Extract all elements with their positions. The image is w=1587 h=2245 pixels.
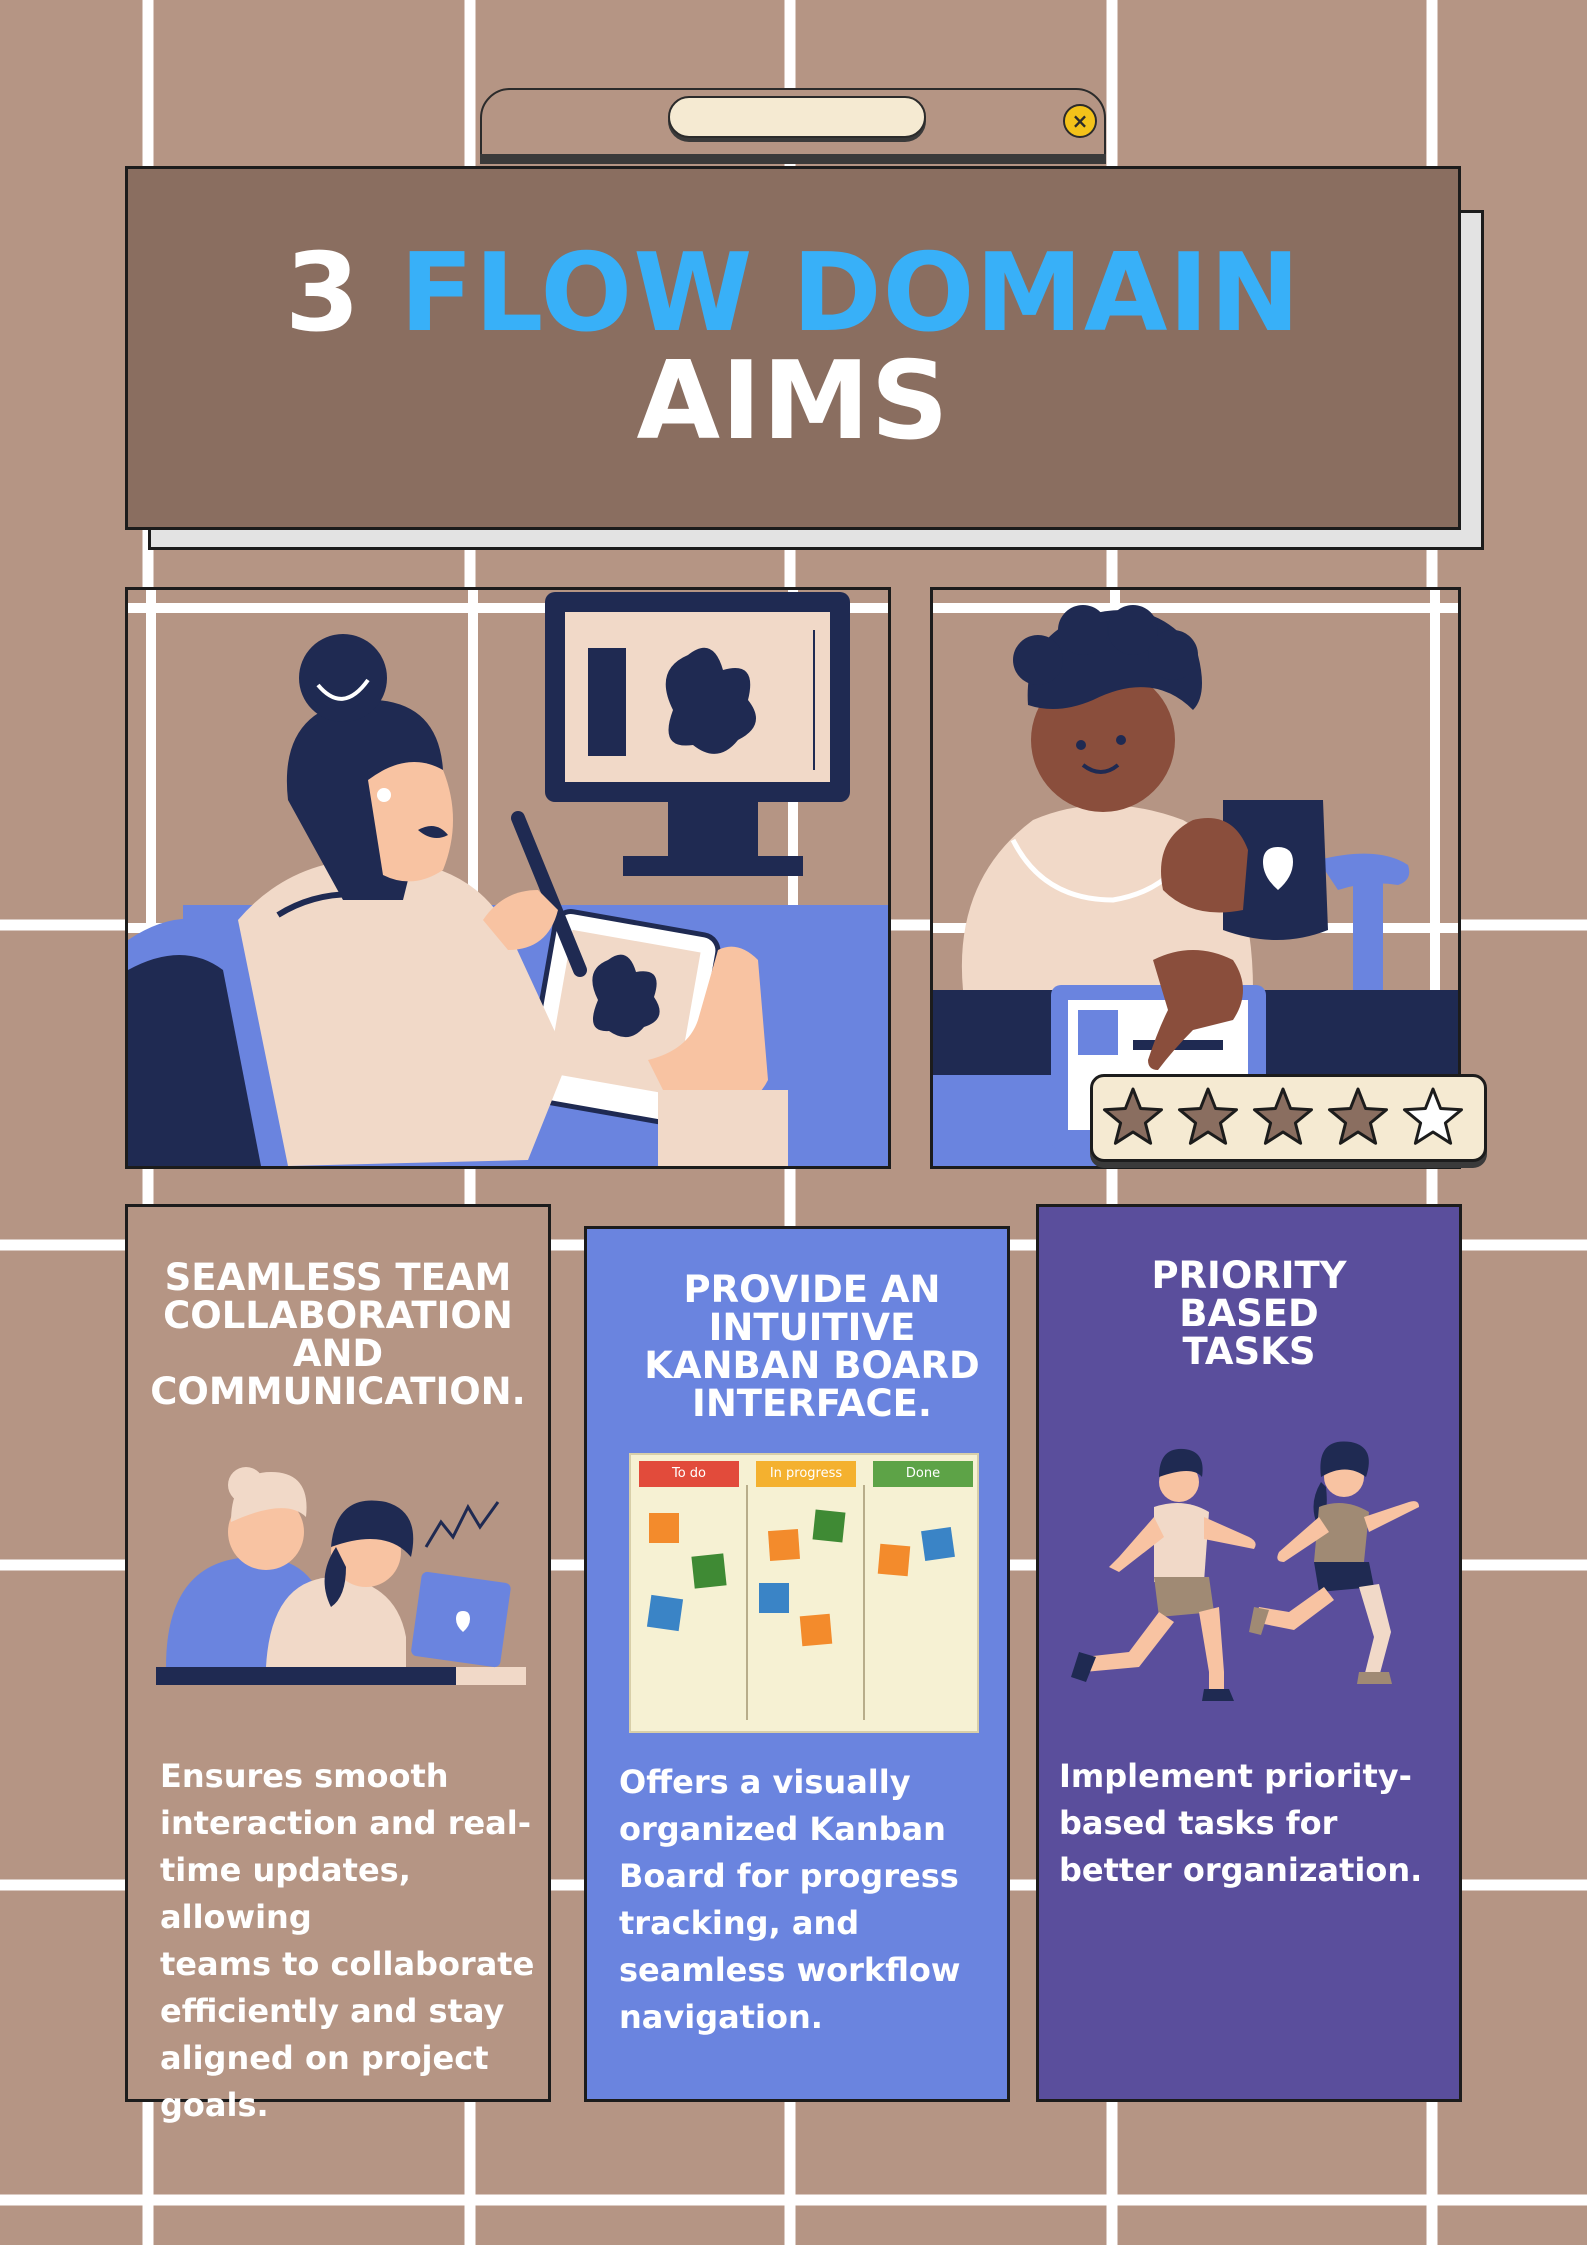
title-banner: 3 FLOW DOMAIN AIMS	[125, 166, 1461, 530]
card-body-line: Board for progress	[619, 1857, 959, 1895]
page-title-line-1: 3 FLOW DOMAIN	[285, 240, 1301, 348]
card-title-line: BASED	[1179, 1292, 1319, 1335]
sticky-note	[646, 1594, 684, 1632]
card-title-line: TASKS	[1182, 1330, 1316, 1373]
card-title-line: KANBAN BOARD	[644, 1344, 980, 1387]
card-body-line: organized Kanban	[619, 1810, 946, 1848]
sticky-note	[921, 1527, 955, 1561]
card-body: Implement priority- based tasks for bett…	[1059, 1753, 1422, 1894]
team-collaboration-illustration	[156, 1467, 526, 1685]
card-title-line: COLLABORATION	[163, 1294, 513, 1337]
card-body-line: time updates, allowing	[160, 1851, 411, 1936]
card-title: PRIORITY BASED TASKS	[1039, 1257, 1459, 1371]
kanban-board: To do In progress Done	[629, 1453, 979, 1733]
star-icon	[1403, 1087, 1463, 1145]
sticky-note	[759, 1583, 789, 1613]
sticky-note	[649, 1513, 679, 1543]
sticky-note	[767, 1528, 801, 1562]
card-title-line: PROVIDE AN	[683, 1268, 941, 1311]
aim-card-kanban: PROVIDE AN INTUITIVE KANBAN BOARD INTERF…	[584, 1226, 1010, 2102]
card-body-line: teams to collaborate	[160, 1945, 535, 1983]
star-rating	[1090, 1074, 1487, 1162]
rating-stars	[1103, 1087, 1463, 1145]
sticky-note	[877, 1543, 911, 1577]
card-body-line: aligned on project	[160, 2039, 489, 2077]
card-body-line: seamless workflow	[619, 1951, 961, 1989]
designer-illustration	[128, 590, 888, 1166]
star-icon	[1103, 1087, 1163, 1145]
runners-illustration	[1071, 1441, 1419, 1701]
card-title-line: AND	[292, 1332, 384, 1375]
sticky-note	[691, 1553, 727, 1589]
card-body-line: Implement priority-	[1059, 1757, 1412, 1795]
card-title-line: COMMUNICATION.	[150, 1370, 526, 1413]
card-body-line: tracking, and	[619, 1904, 860, 1942]
card-body-line: efficiently and stay	[160, 1992, 505, 2030]
card-body-line: better organization.	[1059, 1851, 1423, 1889]
card-body-line: interaction and real-	[160, 1804, 532, 1842]
card-body-line: Ensures smooth	[160, 1757, 449, 1795]
kanban-column-todo: To do	[639, 1461, 739, 1487]
close-icon[interactable]: ×	[1063, 104, 1097, 138]
card-title-line: SEAMLESS TEAM	[164, 1256, 512, 1299]
star-icon	[1178, 1087, 1238, 1145]
kanban-column-in-progress: In progress	[756, 1461, 856, 1487]
aim-card-priority: PRIORITY BASED TASKS Implement priority-…	[1036, 1204, 1462, 2102]
title-highlight: FLOW DOMAIN	[399, 231, 1302, 356]
designer-illustration-panel	[125, 587, 891, 1169]
star-icon	[1328, 1087, 1388, 1145]
card-body-line: navigation.	[619, 1998, 823, 2036]
sticky-note	[799, 1613, 833, 1647]
card-body-line: goals.	[160, 2086, 269, 2124]
card-body: Offers a visually organized Kanban Board…	[619, 1759, 960, 2041]
window-bar-edge	[480, 154, 1106, 164]
card-title: SEAMLESS TEAM COLLABORATION AND COMMUNIC…	[128, 1259, 548, 1411]
page-title-line-2: AIMS	[636, 339, 950, 464]
card-title: PROVIDE AN INTUITIVE KANBAN BOARD INTERF…	[617, 1271, 1007, 1423]
window-pill	[668, 96, 926, 138]
card-title-line: INTUITIVE	[708, 1306, 916, 1349]
star-icon	[1253, 1087, 1313, 1145]
sticky-note	[812, 1509, 846, 1543]
card-body-line: based tasks for	[1059, 1804, 1338, 1842]
card-title-line: INTERFACE.	[692, 1382, 932, 1425]
title-number: 3	[284, 231, 362, 356]
kanban-column-done: Done	[873, 1461, 973, 1487]
card-body-line: Offers a visually	[619, 1763, 911, 1801]
card-title-line: PRIORITY	[1151, 1254, 1347, 1297]
card-body: Ensures smooth interaction and real- tim…	[160, 1753, 548, 2129]
aim-card-collaboration: SEAMLESS TEAM COLLABORATION AND COMMUNIC…	[125, 1204, 551, 2124]
